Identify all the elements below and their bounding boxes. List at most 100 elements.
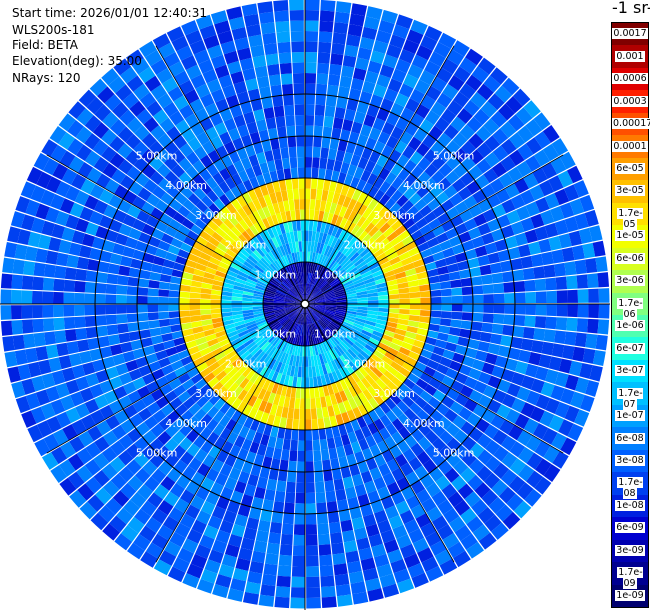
ray-gate-cell — [566, 275, 578, 290]
ray-gate-cell — [262, 456, 273, 469]
ray-gate-cell — [485, 455, 501, 472]
ray-gate-cell — [110, 440, 126, 456]
ray-gate-cell — [419, 310, 431, 317]
ray-gate-cell — [253, 109, 265, 122]
ray-gate-cell — [503, 282, 515, 293]
ray-gate-cell — [286, 125, 296, 137]
ray-gate-cell — [396, 276, 408, 284]
ray-gate-cell — [245, 241, 256, 253]
ray-gate-cell — [290, 288, 298, 297]
ray-gate-cell — [332, 192, 341, 205]
ray-gate-cell — [423, 211, 437, 224]
ray-gate-cell — [233, 317, 245, 324]
ray-gate-cell — [320, 0, 336, 12]
range-ring-label: 5.00km — [136, 446, 178, 459]
ray-gate-cell — [531, 340, 544, 354]
ray-gate-cell — [157, 240, 171, 252]
ray-gate-cell — [396, 400, 409, 413]
ray-gate-cell — [273, 105, 285, 118]
ray-gate-cell — [159, 274, 172, 283]
ray-gate-cell — [337, 194, 346, 206]
ray-gate-cell — [169, 531, 186, 548]
ray-gate-cell — [63, 304, 75, 317]
ray-gate-cell — [266, 285, 277, 292]
ray-gate-cell — [308, 366, 313, 378]
ray-gate-cell — [305, 450, 314, 462]
ray-gate-cell — [319, 438, 328, 451]
ray-gate-cell — [276, 350, 284, 362]
ray-gate-cell — [266, 227, 275, 239]
ray-gate-cell — [276, 383, 284, 396]
ray-gate-cell — [343, 540, 358, 553]
ray-gate-cell — [102, 356, 116, 369]
ray-gate-cell — [263, 299, 274, 303]
ray-gate-cell — [348, 88, 362, 101]
ray-gate-cell — [343, 174, 354, 187]
ray-gate-cell — [276, 312, 287, 319]
ray-gate-cell — [415, 513, 431, 529]
ray-gate-cell — [343, 208, 353, 220]
ray-gate-cell — [455, 372, 469, 385]
ray-gate-cell — [468, 149, 484, 165]
ray-gate-cell — [290, 439, 298, 451]
ray-gate-cell — [108, 76, 126, 94]
ray-gate-cell — [300, 324, 303, 336]
ray-gate-cell — [428, 218, 442, 230]
ray-gate-cell — [320, 449, 330, 461]
ray-gate-cell — [395, 116, 410, 131]
ray-gate-cell — [469, 442, 485, 458]
ray-gate-cell — [174, 498, 190, 514]
ray-gate-cell — [151, 368, 165, 381]
ray-gate-cell — [212, 279, 224, 287]
ray-gate-cell — [357, 460, 369, 474]
azimuth-spoke — [304, 303, 455, 563]
ray-gate-cell — [286, 254, 292, 265]
ray-gate-cell — [153, 559, 172, 576]
ray-gate-cell — [171, 164, 186, 178]
ray-gate-cell — [225, 94, 240, 108]
ray-gate-cell — [257, 208, 267, 220]
ray-gate-cell — [314, 386, 320, 398]
ray-gate-cell — [331, 42, 345, 55]
ray-gate-cell — [334, 204, 343, 216]
ray-gate-cell — [498, 172, 514, 188]
ray-gate-cell — [145, 244, 158, 256]
ray-gate-cell — [203, 388, 216, 401]
ray-gate-cell — [362, 274, 374, 282]
ray-gate-cell — [323, 245, 331, 256]
ray-gate-cell — [76, 339, 90, 353]
ray-gate-cell — [460, 140, 477, 156]
ray-gate-cell — [42, 305, 54, 318]
ray-gate-cell — [308, 284, 314, 295]
ray-gate-cell — [195, 486, 210, 501]
ray-gate-cell — [335, 369, 344, 381]
ray-gate-cell — [321, 136, 331, 149]
ray-gate-cell — [322, 314, 333, 322]
ray-gate-cell — [439, 430, 454, 445]
ray-gate-cell — [343, 388, 353, 400]
ray-gate-cell — [231, 292, 243, 298]
ray-gate-cell — [263, 343, 272, 353]
ray-gate-cell — [307, 251, 311, 263]
ray-gate-cell — [339, 129, 351, 142]
ray-gate-cell — [76, 447, 93, 465]
ray-gate-cell — [366, 210, 378, 223]
ray-gate-cell — [415, 217, 428, 230]
ray-gate-cell — [473, 380, 488, 394]
ray-gate-cell — [346, 301, 358, 304]
ray-gate-cell — [89, 78, 108, 97]
ray-gate-cell — [422, 403, 436, 416]
ray-gate-cell — [79, 206, 94, 222]
ray-gate-cell — [132, 218, 146, 232]
ray-gate-cell — [370, 244, 382, 255]
ray-gate-cell — [437, 177, 452, 192]
ray-gate-cell — [64, 267, 77, 280]
ray-gate-cell — [290, 387, 297, 398]
ray-gate-cell — [133, 452, 150, 468]
ray-gate-cell — [11, 289, 22, 304]
start-time-text: Start time: 2026/01/01 12:40:31 — [12, 6, 207, 20]
ray-gate-cell — [514, 178, 530, 194]
ray-gate-cell — [226, 394, 238, 406]
ray-gate-cell — [516, 161, 532, 178]
ray-gate-cell — [324, 340, 332, 351]
